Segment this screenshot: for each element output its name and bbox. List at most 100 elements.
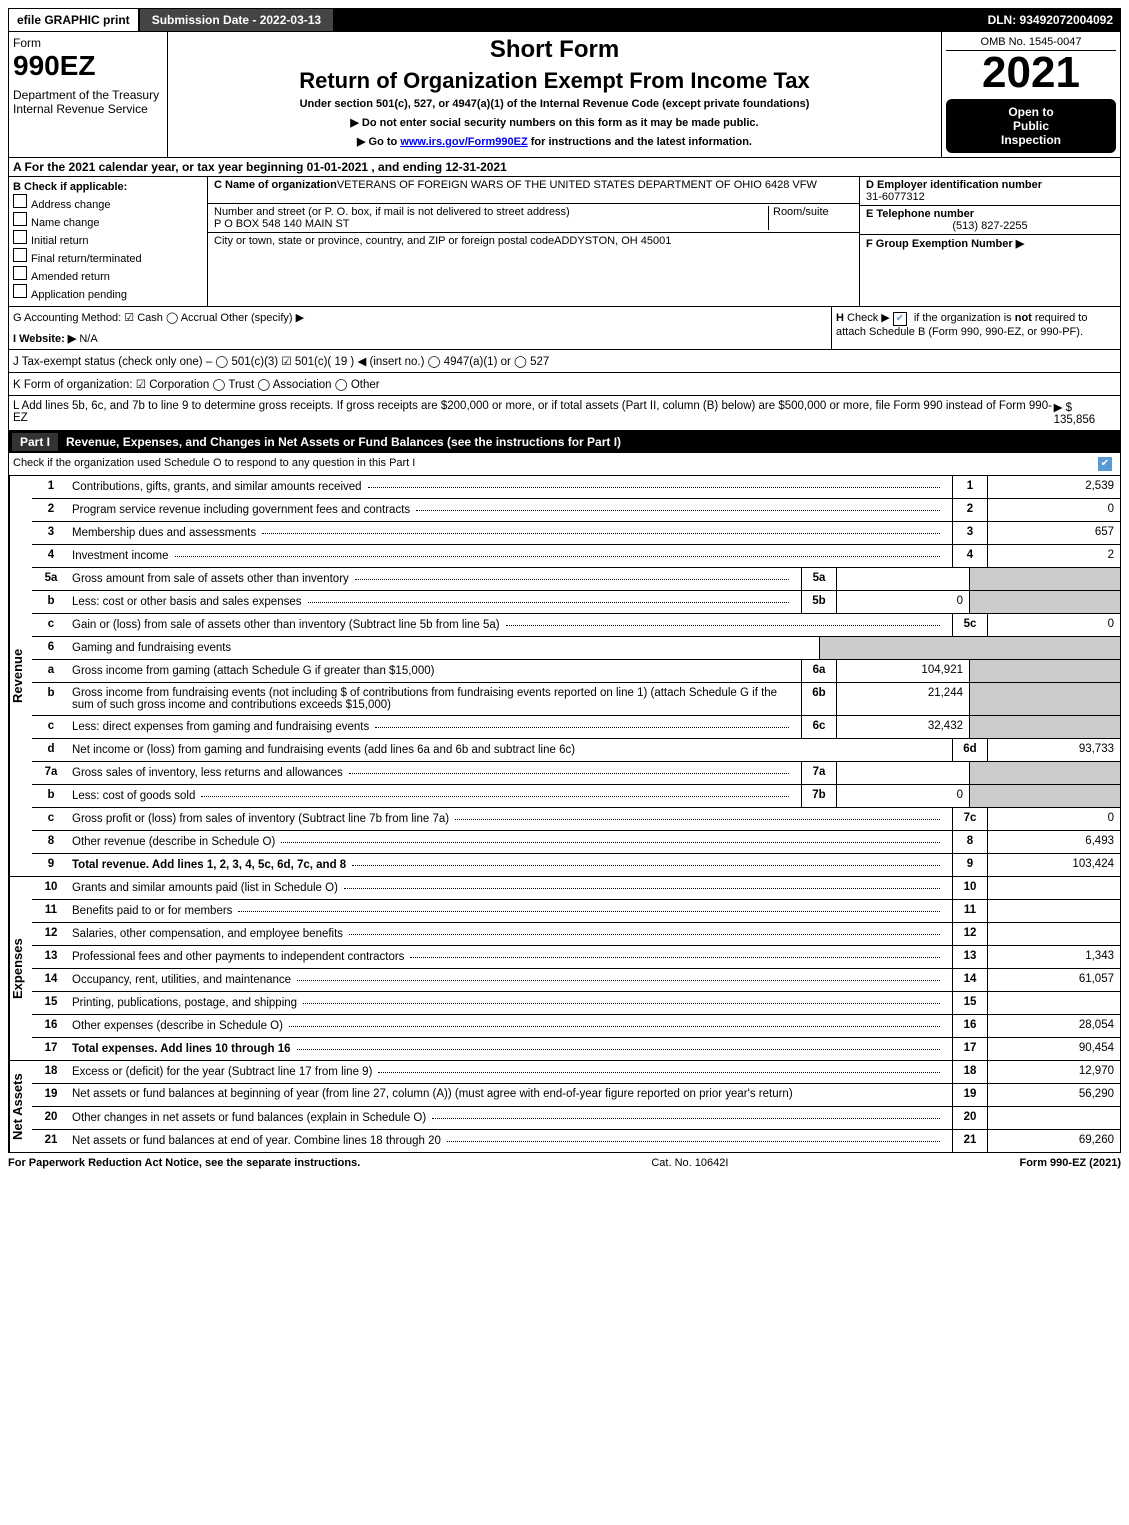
l6c-desc: Less: direct expenses from gaming and fu… <box>70 716 801 738</box>
l10-desc: Grants and similar amounts paid (list in… <box>70 877 952 899</box>
form-label: Form <box>13 36 163 50</box>
addr-label: Number and street (or P. O. box, if mail… <box>214 206 570 218</box>
footer-mid: Cat. No. 10642I <box>651 1157 728 1169</box>
netassets-table: Net Assets 18Excess or (deficit) for the… <box>8 1061 1121 1153</box>
dln: DLN: 93492072004092 <box>980 9 1121 31</box>
l18-desc: Excess or (deficit) for the year (Subtra… <box>70 1061 952 1083</box>
page-footer: For Paperwork Reduction Act Notice, see … <box>8 1153 1121 1173</box>
l3-val: 657 <box>987 522 1120 544</box>
l6d-val: 93,733 <box>987 739 1120 761</box>
dept-label: Department of the Treasury Internal Reve… <box>13 88 163 116</box>
l1-val: 2,539 <box>987 476 1120 498</box>
chk-amended-return[interactable] <box>13 266 27 280</box>
revenue-side-label: Revenue <box>9 476 32 876</box>
l15-desc: Printing, publications, postage, and shi… <box>70 992 952 1014</box>
open-to-public: Open to Public Inspection <box>946 99 1116 153</box>
chk-application-pending[interactable] <box>13 284 27 298</box>
under-section: Under section 501(c), 527, or 4947(a)(1)… <box>172 98 937 110</box>
room-suite: Room/suite <box>768 206 853 230</box>
l5a-val <box>836 568 969 590</box>
l13-val: 1,343 <box>987 946 1120 968</box>
website: I Website: ▶ N/A <box>13 332 827 345</box>
part-i-header: Part I Revenue, Expenses, and Changes in… <box>8 431 1121 453</box>
l5c-desc: Gain or (loss) from sale of assets other… <box>70 614 952 636</box>
footer-right: Form 990-EZ (2021) <box>1019 1157 1121 1169</box>
city-label: City or town, state or province, country… <box>214 235 554 257</box>
l19-val: 56,290 <box>987 1084 1120 1106</box>
revenue-table: Revenue 1Contributions, gifts, grants, a… <box>8 476 1121 877</box>
footer-left: For Paperwork Reduction Act Notice, see … <box>8 1157 360 1169</box>
short-form-title: Short Form <box>172 36 937 64</box>
org-name: VETERANS OF FOREIGN WARS OF THE UNITED S… <box>337 179 817 201</box>
l14-val: 61,057 <box>987 969 1120 991</box>
chk-address-change[interactable] <box>13 194 27 208</box>
l7a-val <box>836 762 969 784</box>
l16-desc: Other expenses (describe in Schedule O) <box>70 1015 952 1037</box>
chk-schedule-o-part1[interactable] <box>1098 457 1112 471</box>
l4-val: 2 <box>987 545 1120 567</box>
l18-val: 12,970 <box>987 1061 1120 1083</box>
chk-final-return[interactable] <box>13 248 27 262</box>
chk-name-change[interactable] <box>13 212 27 226</box>
l12-desc: Salaries, other compensation, and employ… <box>70 923 952 945</box>
l11-desc: Benefits paid to or for members <box>70 900 952 922</box>
chk-schedule-b[interactable] <box>893 312 907 326</box>
l1-desc: Contributions, gifts, grants, and simila… <box>70 476 952 498</box>
submission-date: Submission Date - 2022-03-13 <box>139 8 334 32</box>
efile-label[interactable]: efile GRAPHIC print <box>8 8 139 32</box>
accounting-method: G Accounting Method: ☑ Cash ◯ Accrual Ot… <box>13 311 827 324</box>
form-header: Form 990EZ Department of the Treasury In… <box>8 32 1121 158</box>
d-label: D Employer identification number <box>866 179 1042 191</box>
section-h: H Check ▶ if the organization is not req… <box>831 307 1120 349</box>
section-bcdef: B Check if applicable: Address change Na… <box>8 177 1121 307</box>
line-a: A For the 2021 calendar year, or tax yea… <box>8 158 1121 177</box>
form-number: 990EZ <box>13 50 163 82</box>
f-label: F Group Exemption Number ▶ <box>866 238 1024 250</box>
section-b: B Check if applicable: Address change Na… <box>9 177 208 306</box>
l8-val: 6,493 <box>987 831 1120 853</box>
l10-val <box>987 877 1120 899</box>
l6a-desc: Gross income from gaming (attach Schedul… <box>70 660 801 682</box>
goto-link[interactable]: ▶ Go to www.irs.gov/Form990EZ for instru… <box>172 135 937 148</box>
no-ssn-note: ▶ Do not enter social security numbers o… <box>172 116 937 129</box>
l7a-desc: Gross sales of inventory, less returns a… <box>70 762 801 784</box>
telephone: (513) 827-2255 <box>866 220 1114 232</box>
irs-link[interactable]: www.irs.gov/Form990EZ <box>400 136 527 148</box>
expenses-side-label: Expenses <box>9 877 32 1060</box>
org-city: ADDYSTON, OH 45001 <box>554 235 671 257</box>
l7b-desc: Less: cost of goods sold <box>70 785 801 807</box>
part-i-title: Revenue, Expenses, and Changes in Net As… <box>66 435 621 449</box>
l6b-desc: Gross income from fundraising events (no… <box>70 683 801 715</box>
section-def: D Employer identification number31-60773… <box>860 177 1120 306</box>
l6c-val: 32,432 <box>836 716 969 738</box>
chk-initial-return[interactable] <box>13 230 27 244</box>
l4-desc: Investment income <box>70 545 952 567</box>
l20-desc: Other changes in net assets or fund bala… <box>70 1107 952 1129</box>
l3-desc: Membership dues and assessments <box>70 522 952 544</box>
l19-desc: Net assets or fund balances at beginning… <box>70 1084 952 1106</box>
l5c-val: 0 <box>987 614 1120 636</box>
l13-desc: Professional fees and other payments to … <box>70 946 952 968</box>
l6d-desc: Net income or (loss) from gaming and fun… <box>70 739 952 761</box>
l6-desc: Gaming and fundraising events <box>70 637 819 659</box>
l15-val <box>987 992 1120 1014</box>
ein: 31-6077312 <box>866 191 925 203</box>
l17-val: 90,454 <box>987 1038 1120 1060</box>
l8-desc: Other revenue (describe in Schedule O) <box>70 831 952 853</box>
l7b-val: 0 <box>836 785 969 807</box>
l17-desc: Total expenses. Add lines 10 through 16 <box>70 1038 952 1060</box>
org-address: P O BOX 548 140 MAIN ST <box>214 218 350 230</box>
l2-val: 0 <box>987 499 1120 521</box>
c-label: C Name of organization <box>214 179 337 201</box>
l6a-val: 104,921 <box>836 660 969 682</box>
l12-val <box>987 923 1120 945</box>
l5b-desc: Less: cost or other basis and sales expe… <box>70 591 801 613</box>
l7c-desc: Gross profit or (loss) from sales of inv… <box>70 808 952 830</box>
top-bar: efile GRAPHIC print Submission Date - 20… <box>8 8 1121 32</box>
expenses-table: Expenses 10Grants and similar amounts pa… <box>8 877 1121 1061</box>
l14-desc: Occupancy, rent, utilities, and maintena… <box>70 969 952 991</box>
l9-val: 103,424 <box>987 854 1120 876</box>
e-label: E Telephone number <box>866 208 974 220</box>
b-title: B Check if applicable: <box>13 181 127 193</box>
l21-desc: Net assets or fund balances at end of ye… <box>70 1130 952 1152</box>
